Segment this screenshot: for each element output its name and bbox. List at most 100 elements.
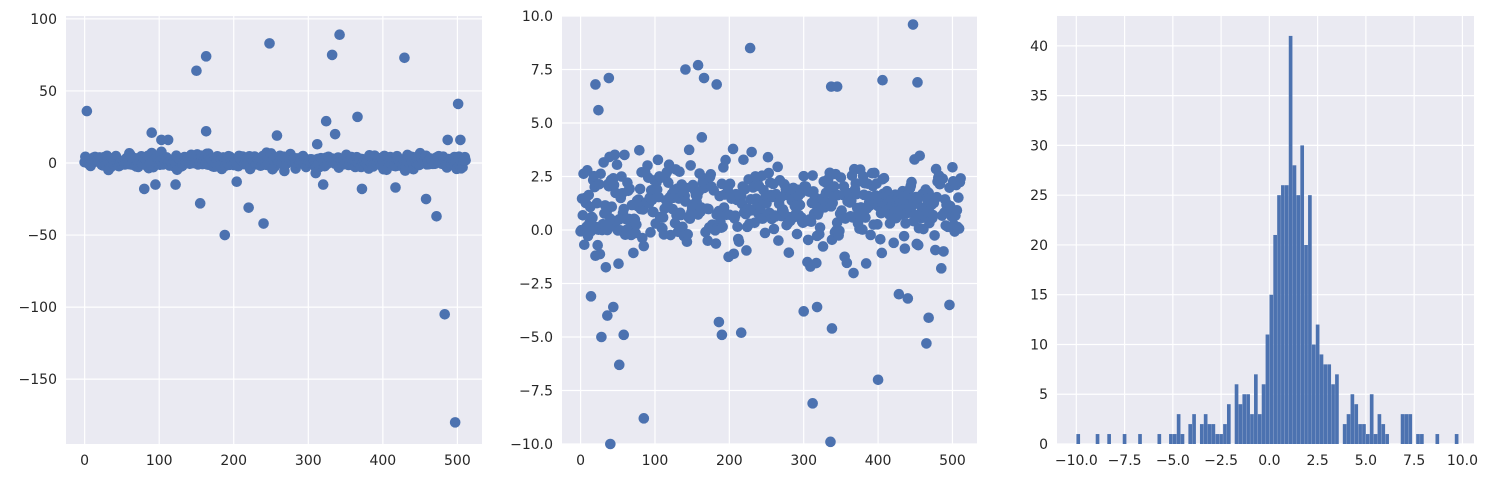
scatter-point (334, 29, 345, 41)
scatter-point (906, 176, 917, 188)
scatter-point (927, 209, 939, 221)
histogram-bar (1454, 434, 1459, 444)
scatter-point (746, 146, 757, 158)
histogram-bar (1319, 354, 1324, 444)
histogram-bar (1420, 434, 1424, 444)
scatter-point (825, 436, 836, 448)
histogram-bar (1226, 404, 1231, 444)
scatter-point (609, 149, 621, 161)
scatter-point (449, 417, 461, 428)
scatter-point (583, 189, 595, 201)
y-tick-label: 100 (30, 12, 57, 28)
histogram-bar (1157, 434, 1162, 444)
histogram-bar (1354, 404, 1359, 444)
histogram-bar (1188, 424, 1193, 444)
scatter-point (243, 202, 254, 213)
y-tick-label: 35 (1030, 89, 1048, 105)
histogram-bar (1273, 234, 1277, 444)
histogram-bar (1304, 244, 1308, 444)
y-tick-label: −10.0 (510, 437, 553, 453)
histogram-bar (1381, 424, 1386, 444)
histogram-bar (1269, 294, 1274, 444)
scatter-point (698, 72, 710, 84)
scatter-point (593, 178, 605, 190)
histogram-bar (1346, 414, 1351, 444)
scatter-point (798, 170, 810, 182)
scatter-point (914, 150, 926, 162)
scatter-point (590, 79, 601, 90)
histogram-bar (1107, 434, 1111, 444)
scatter-point (944, 299, 955, 311)
scatter-point (826, 323, 838, 334)
scatter-point (931, 191, 943, 203)
histogram-bar (1169, 434, 1173, 444)
scatter-point (875, 233, 886, 245)
scatter-point (951, 204, 963, 216)
scatter-point (898, 230, 910, 242)
scatter-point (606, 201, 618, 213)
y-tick-label: 0 (1039, 437, 1048, 453)
scatter-point (399, 52, 410, 64)
scatter-point (728, 248, 740, 260)
scatter-point (899, 243, 911, 254)
scatter-point (81, 105, 93, 117)
histogram-bar (1404, 414, 1409, 444)
histogram-bars (1076, 35, 1459, 445)
scatter-point (848, 267, 859, 279)
scatter-point (258, 218, 269, 229)
y-tick-label: 30 (1030, 138, 1048, 154)
y-tick-label: 10.0 (522, 9, 553, 25)
x-tick-label: −2.5 (1204, 453, 1238, 469)
scatter-point (893, 288, 905, 300)
scatter-point (219, 229, 231, 241)
scatter-point (938, 246, 949, 257)
scatter-point (850, 178, 862, 189)
scatter-point (390, 182, 401, 193)
scatter-point (602, 310, 613, 321)
scatter-point (762, 151, 774, 163)
y-tick-label: 40 (1030, 39, 1048, 55)
histogram-bar (1223, 424, 1227, 444)
scatter-point (872, 219, 883, 230)
scatter-points (79, 29, 471, 428)
scatter-point (455, 134, 466, 146)
scatter-point (431, 211, 442, 222)
histogram-bar (1377, 414, 1382, 444)
histogram-bar (1199, 424, 1204, 444)
scatter-point (807, 170, 818, 181)
scatter-point (937, 173, 949, 185)
scatter-point (642, 160, 653, 171)
x-tick-label: 10.0 (1447, 453, 1478, 469)
scatter-point (624, 183, 635, 195)
y-tick-label: −2.5 (519, 277, 553, 293)
scatter-point (628, 247, 639, 259)
plot-area (66, 16, 482, 444)
scatter-point (608, 301, 619, 313)
scatter-point (420, 193, 432, 205)
histogram-bar (1215, 434, 1220, 444)
histogram-bar (1284, 185, 1289, 445)
scatter-point (271, 130, 283, 141)
scatter-point (596, 331, 607, 343)
x-tick-label: 400 (369, 453, 396, 469)
histogram-bar (1234, 384, 1239, 444)
histogram-bar (1076, 434, 1081, 444)
y-tick-label: 0.0 (531, 223, 553, 239)
scatter-point (802, 234, 814, 246)
x-tick-label: 0 (80, 453, 89, 469)
scatter-point (811, 257, 822, 269)
scatter-point (768, 223, 780, 235)
scatter-point (744, 42, 756, 54)
scatter-point (773, 235, 784, 246)
scatter-point (834, 225, 845, 237)
scatter-point (703, 203, 714, 215)
scatter-point (857, 224, 868, 235)
scatter-point (713, 316, 725, 328)
histogram-bar (1242, 394, 1247, 444)
x-tick-label: 500 (444, 453, 471, 469)
x-tick-label: −10.0 (1055, 453, 1098, 469)
scatter-point (645, 227, 656, 238)
scatter-point (194, 198, 206, 209)
scatter-point (735, 327, 747, 339)
histogram-bar (1207, 424, 1212, 444)
